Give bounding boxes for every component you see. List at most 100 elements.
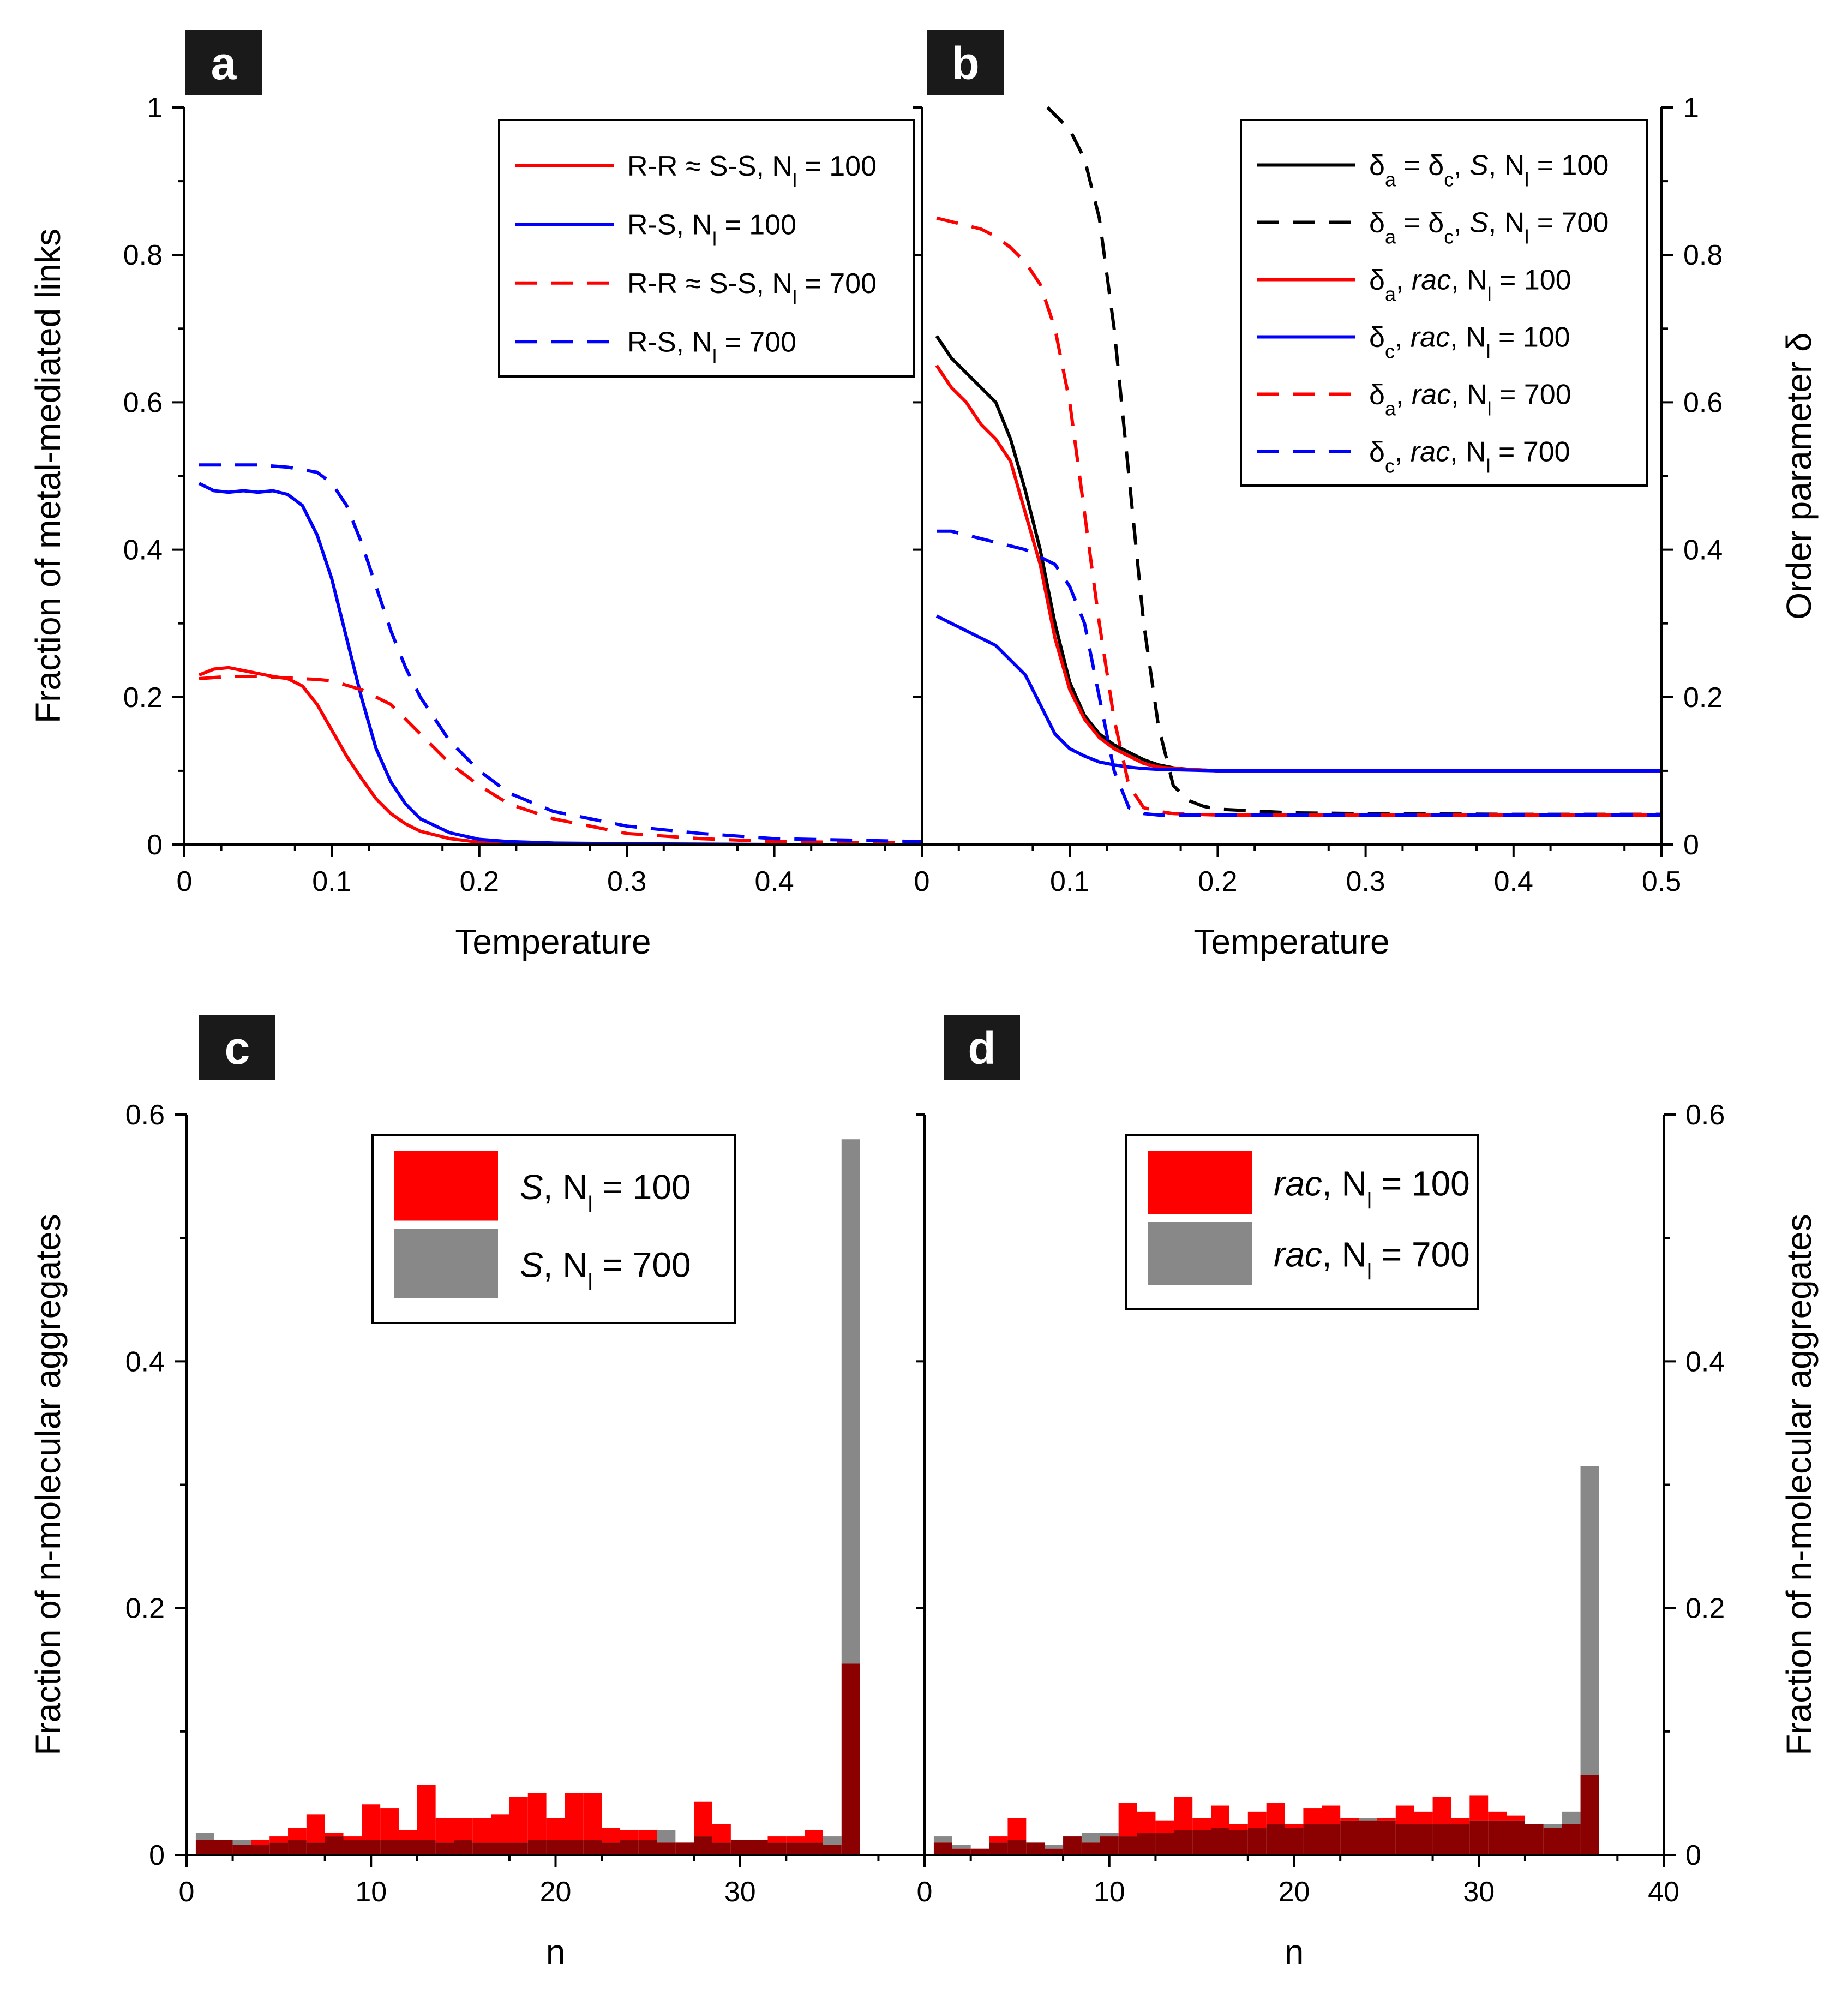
panel-b-axes: 0 0.2 0.4 0.6 0.8 1 0 0.1 0.2 0.3 0.4 0.5 xyxy=(914,92,1723,897)
bar-overlap-c-4 xyxy=(251,1845,270,1855)
legend-swatch-c-1 xyxy=(394,1229,498,1298)
y-tick-label-d-3: 0.6 xyxy=(1685,1099,1725,1131)
panel-c: c 0 0.2 0.4 0.6 0 10 20 30 n Fraction of n-molecul… xyxy=(28,1015,926,1972)
bar-top-d-1 xyxy=(933,1836,952,1843)
bar-top-d-17 xyxy=(1229,1824,1248,1830)
panel-c-marks xyxy=(195,1139,860,1855)
bar-top-c-34 xyxy=(805,1830,823,1843)
y-tick-label-a-5: 1 xyxy=(147,92,163,124)
legend-label-d-0: rac, Nl = 100 xyxy=(1274,1164,1470,1214)
bar-top-c-25 xyxy=(638,1830,657,1840)
bar-overlap-c-7 xyxy=(306,1842,325,1855)
legend-d: rac, Nl = 100 rac, Nl = 700 xyxy=(1125,1134,1479,1310)
legend-swatch-c-0 xyxy=(394,1151,498,1221)
bar-overlap-c-30 xyxy=(730,1840,749,1855)
x-tick-label-b-1: 0.1 xyxy=(1050,866,1089,897)
bar-top-d-31 xyxy=(1488,1811,1507,1821)
bar-top-d-28 xyxy=(1432,1797,1451,1824)
bar-overlap-d-13 xyxy=(1155,1833,1174,1855)
bar-top-c-11 xyxy=(380,1808,399,1840)
bar-overlap-d-23 xyxy=(1340,1820,1359,1855)
bar-overlap-c-32 xyxy=(767,1842,787,1855)
panel-d: d 0 0.2 0.4 0.6 0 10 20 30 40 n Fraction of n-molec… xyxy=(917,1015,1819,1972)
x-tick-label-b-4: 0.4 xyxy=(1494,866,1533,897)
x-tick-label-a-1: 0.1 xyxy=(312,866,351,897)
bar-overlap-d-21 xyxy=(1303,1824,1322,1855)
bar-overlap-c-10 xyxy=(362,1840,381,1855)
panel-d-label-box xyxy=(944,1015,1020,1080)
bar-top-c-13 xyxy=(417,1785,436,1840)
bar-top-d-11 xyxy=(1118,1803,1137,1837)
bar-overlap-d-22 xyxy=(1322,1824,1341,1855)
bar-overlap-d-17 xyxy=(1229,1830,1248,1855)
legend-label-a-2: R-R ≈ S-S, Nl = 700 xyxy=(627,268,877,309)
panel-d-letter: d xyxy=(968,1022,995,1074)
bar-top-d-7 xyxy=(1045,1845,1064,1849)
bar-overlap-c-6 xyxy=(288,1840,307,1855)
y-tick-label-b-5: 1 xyxy=(1683,92,1699,124)
series-line-a-0 xyxy=(198,666,922,846)
bar-overlap-d-25 xyxy=(1377,1820,1396,1855)
y-tick-label-b-3: 0.6 xyxy=(1683,387,1723,418)
x-tick-label-d-0: 0 xyxy=(917,1876,933,1908)
bar-top-c-32 xyxy=(767,1836,787,1843)
bar-overlap-d-18 xyxy=(1247,1828,1267,1855)
bar-overlap-c-24 xyxy=(620,1840,639,1855)
x-axis-label-a: Temperature xyxy=(455,922,651,961)
panel-b: b 0 0.2 0.4 0.6 0.8 1 0 0.1 0.2 0.3 0.4 0.5 Temperatu… xyxy=(914,30,1819,961)
y-tick-label-b-0: 0 xyxy=(1683,829,1699,861)
x-tick-label-b-5: 0.5 xyxy=(1642,866,1681,897)
legend-c: S, Nl = 100 S, Nl = 700 xyxy=(371,1134,736,1324)
bar-top-d-19 xyxy=(1266,1803,1285,1824)
bar-overlap-d-35 xyxy=(1562,1824,1581,1855)
legend-label-c-0: S, Nl = 100 xyxy=(520,1167,691,1217)
series-line-a-1 xyxy=(198,482,922,846)
bar-top-d-32 xyxy=(1507,1815,1525,1821)
bar-overlap-d-33 xyxy=(1525,1824,1544,1855)
bar-overlap-d-27 xyxy=(1414,1824,1433,1855)
bar-overlap-d-8 xyxy=(1063,1836,1082,1855)
bar-top-c-12 xyxy=(398,1830,417,1840)
x-tick-label-d-4: 40 xyxy=(1648,1876,1679,1908)
x-tick-label-c-0: 0 xyxy=(179,1876,195,1908)
bar-top-d-18 xyxy=(1247,1811,1267,1828)
x-tick-label-b-3: 0.3 xyxy=(1346,866,1385,897)
bar-overlap-c-35 xyxy=(823,1845,842,1855)
bar-overlap-d-24 xyxy=(1359,1820,1377,1855)
bar-overlap-c-26 xyxy=(657,1842,676,1855)
bar-top-c-22 xyxy=(583,1793,602,1840)
bar-top-c-6 xyxy=(288,1828,307,1840)
y-tick-label-c-0: 0 xyxy=(149,1840,165,1871)
bar-overlap-c-31 xyxy=(749,1840,768,1855)
panel-a-marks xyxy=(198,463,922,846)
bar-top-c-9 xyxy=(343,1836,362,1840)
bar-overlap-d-36 xyxy=(1580,1774,1599,1855)
bar-overlap-c-34 xyxy=(805,1842,823,1855)
y-tick-label-d-2: 0.4 xyxy=(1685,1346,1725,1378)
y-axis-label-b: Order parameter δ xyxy=(1779,332,1819,619)
panel-a: a 0 0.2 0.4 0.6 0.8 1 0 0.1 0.2 0.3 0.4 0 Temperature… xyxy=(28,30,929,961)
legend-label-a-0: R-R ≈ S-S, Nl = 100 xyxy=(627,151,877,191)
legend-label-c-1: S, Nl = 700 xyxy=(520,1245,691,1295)
bar-top-c-17 xyxy=(491,1814,509,1843)
panel-b-label-box xyxy=(927,30,1004,95)
bar-overlap-d-20 xyxy=(1285,1828,1304,1855)
series-line-b-5 xyxy=(937,529,1661,817)
bar-top-d-16 xyxy=(1211,1805,1229,1828)
bar-overlap-c-36 xyxy=(841,1663,860,1855)
bar-overlap-d-31 xyxy=(1488,1820,1507,1855)
bar-overlap-c-15 xyxy=(454,1840,473,1855)
bar-top-c-8 xyxy=(325,1833,344,1837)
bar-top-d-23 xyxy=(1340,1818,1359,1821)
bar-overlap-d-7 xyxy=(1045,1848,1064,1855)
legend-label-d-1: rac, Nl = 700 xyxy=(1274,1235,1470,1285)
bar-overlap-d-15 xyxy=(1192,1830,1211,1855)
bar-top-d-27 xyxy=(1414,1811,1433,1824)
bar-top-c-10 xyxy=(362,1804,381,1840)
y-tick-label-b-1: 0.2 xyxy=(1683,682,1723,714)
y-tick-label-a-2: 0.4 xyxy=(123,535,163,566)
x-tick-label-d-3: 30 xyxy=(1463,1876,1495,1908)
x-axis-label-d: n xyxy=(1285,1932,1304,1972)
